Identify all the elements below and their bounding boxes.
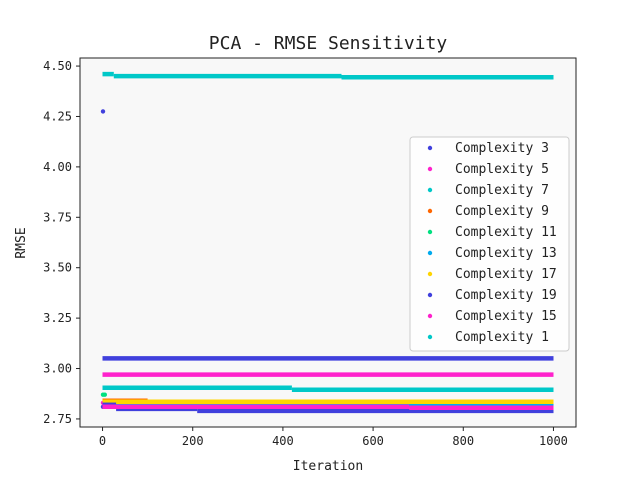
legend-marker-6 — [427, 250, 433, 256]
legend-marker-1 — [427, 145, 433, 151]
legend-label-3: Complexity 7 — [455, 183, 549, 198]
legend-label-9: Complexity 15 — [455, 309, 557, 324]
x-tick-label-4: 800 — [452, 434, 474, 448]
y-axis: 2.75 3.00 3.25 3.50 3.75 4.00 4.25 4.50 — [43, 59, 80, 426]
legend-label-6: Complexity 13 — [455, 246, 557, 261]
legend-label-8: Complexity 19 — [455, 288, 557, 303]
y-tick-label-7: 4.50 — [43, 59, 72, 73]
legend-box — [409, 136, 570, 352]
legend-marker-10 — [427, 334, 433, 340]
legend-label-2: Complexity 5 — [455, 162, 549, 177]
y-tick-label-2: 3.25 — [43, 311, 72, 325]
series-8-outlier-1 — [100, 109, 106, 114]
legend-label-10: Complexity 1 — [455, 330, 549, 345]
chart-title: PCA - RMSE Sensitivity — [209, 33, 448, 54]
series-9 — [102, 372, 554, 411]
x-tick-label-2: 400 — [272, 434, 294, 448]
legend-label-4: Complexity 9 — [455, 204, 549, 219]
y-tick-label-5: 4.00 — [43, 160, 72, 174]
y-tick-label-3: 3.50 — [43, 261, 72, 275]
y-tick-label-1: 3.00 — [43, 362, 72, 376]
legend-label-1: Complexity 3 — [455, 141, 549, 156]
x-tick-label-3: 600 — [362, 434, 384, 448]
plot-frame — [79, 57, 577, 428]
y-tick-label-4: 3.75 — [43, 210, 72, 224]
legend-marker-5 — [427, 229, 433, 235]
legend-marker-9 — [427, 313, 433, 319]
y-tick-label-0: 2.75 — [43, 412, 72, 426]
legend-label-7: Complexity 17 — [455, 267, 557, 282]
legend-label-5: Complexity 11 — [455, 225, 557, 240]
legend-marker-7 — [427, 271, 433, 277]
x-tick-label-5: 1000 — [539, 434, 568, 448]
y-tick-label-6: 4.25 — [43, 109, 72, 123]
x-axis: 0 200 400 600 800 1000 — [99, 427, 568, 448]
series-10 — [102, 71, 554, 80]
x-axis-label: Iteration — [293, 459, 363, 474]
legend: Complexity 3 Complexity 5 Complexity 7 Comp… — [409, 136, 570, 352]
legend-marker-2 — [427, 166, 433, 172]
legend-marker-8 — [427, 292, 433, 298]
legend-marker-4 — [427, 208, 433, 214]
legend-marker-3 — [427, 187, 433, 193]
series-layer — [100, 71, 554, 414]
series-3 — [102, 385, 554, 392]
x-tick-label-0: 0 — [99, 434, 106, 448]
y-axis-label: RMSE — [14, 227, 29, 258]
x-tick-label-1: 200 — [182, 434, 204, 448]
series-5-outlier-2 — [102, 392, 108, 397]
